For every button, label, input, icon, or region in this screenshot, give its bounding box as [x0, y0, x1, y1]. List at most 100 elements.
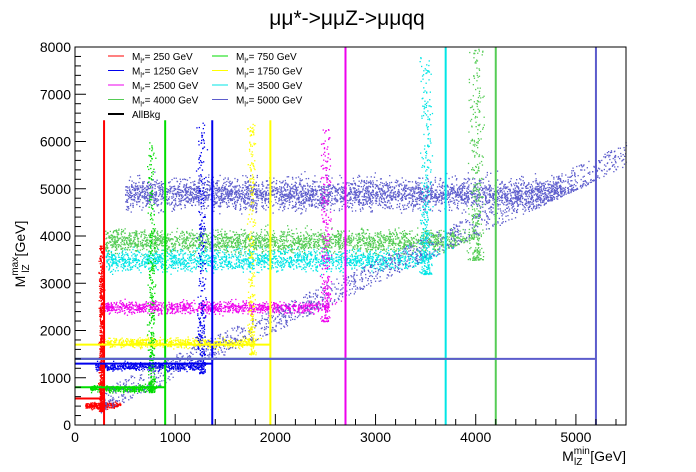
point [365, 192, 367, 195]
point [331, 199, 333, 202]
point [227, 199, 229, 202]
point [204, 196, 206, 199]
point [198, 201, 200, 203]
point [434, 200, 436, 203]
point [356, 246, 359, 248]
point [411, 200, 414, 202]
point [196, 186, 199, 189]
point [413, 191, 415, 194]
point [209, 193, 211, 196]
point [422, 194, 425, 196]
point [167, 237, 169, 239]
point [449, 233, 451, 235]
point [213, 244, 215, 247]
point [319, 181, 322, 183]
point [230, 195, 233, 197]
point [547, 200, 549, 202]
point [194, 194, 196, 196]
point [284, 194, 287, 196]
point [360, 247, 362, 249]
point [254, 188, 257, 191]
point [529, 187, 532, 189]
point [186, 183, 188, 185]
point [292, 178, 294, 180]
point [393, 233, 395, 235]
point [358, 241, 360, 243]
point [234, 200, 236, 203]
point [506, 191, 509, 193]
point [107, 250, 110, 252]
point [371, 204, 373, 206]
point [408, 197, 410, 199]
point [327, 186, 329, 188]
point [303, 249, 305, 251]
point [415, 239, 418, 241]
point [473, 237, 475, 239]
point [321, 195, 323, 197]
point [450, 193, 452, 195]
point [467, 195, 469, 197]
point [536, 188, 538, 190]
point [351, 210, 354, 212]
point [416, 246, 418, 248]
point [155, 192, 158, 194]
point [436, 199, 439, 201]
point [153, 228, 155, 230]
point [377, 253, 379, 255]
point [508, 202, 510, 204]
point [220, 190, 222, 192]
point [154, 241, 156, 244]
point [433, 196, 435, 198]
point [540, 202, 542, 204]
point [141, 245, 144, 247]
point [520, 183, 522, 186]
point [283, 193, 286, 195]
point [536, 188, 538, 190]
point [430, 190, 432, 192]
point [130, 196, 132, 199]
point [242, 242, 244, 244]
point [502, 210, 504, 212]
point [482, 229, 484, 231]
point [204, 245, 206, 247]
point [383, 190, 386, 192]
point [193, 199, 195, 201]
point [201, 242, 203, 244]
point [132, 186, 134, 188]
point [254, 193, 256, 195]
point [437, 243, 439, 246]
point [384, 207, 386, 210]
point [288, 201, 290, 203]
point [159, 182, 161, 184]
point [314, 181, 316, 184]
point [343, 230, 345, 232]
point [466, 190, 468, 192]
point [354, 196, 356, 198]
point [187, 194, 189, 196]
point [297, 194, 300, 196]
point [358, 237, 360, 239]
point [370, 207, 372, 209]
point [182, 190, 184, 193]
point [326, 186, 328, 188]
point [187, 191, 189, 193]
point [134, 192, 137, 195]
point [290, 246, 293, 248]
point [449, 241, 452, 243]
point [172, 207, 174, 209]
point [397, 200, 399, 202]
point [565, 193, 567, 195]
point [555, 196, 558, 198]
point [399, 198, 401, 200]
point [289, 192, 292, 195]
point [105, 230, 107, 232]
point [414, 188, 417, 190]
point [218, 247, 220, 249]
point [501, 197, 503, 199]
point [415, 183, 418, 185]
point [357, 200, 360, 202]
point [449, 194, 451, 196]
point [456, 178, 458, 180]
point [306, 200, 308, 202]
point [497, 204, 500, 206]
